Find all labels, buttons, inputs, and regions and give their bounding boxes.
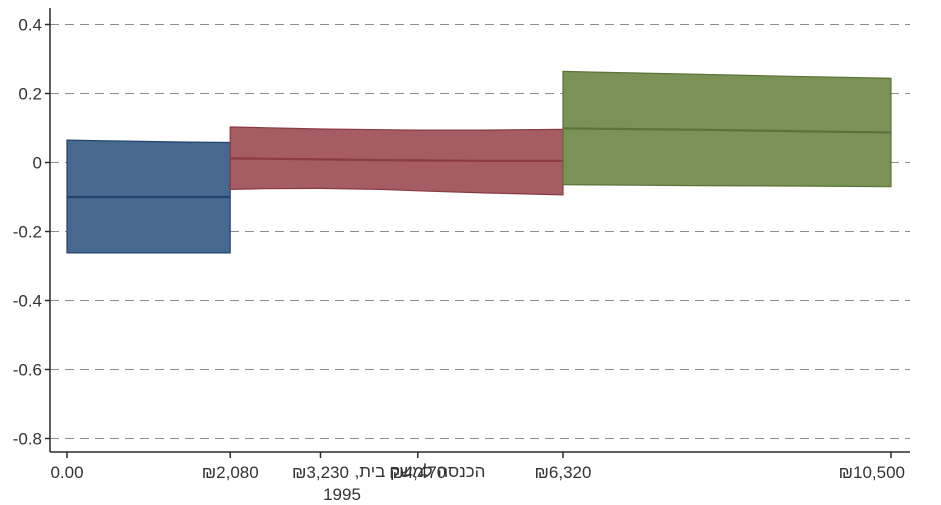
y-tick-label-2: 0 xyxy=(33,154,42,173)
y-tick-label-4: -0.4 xyxy=(13,292,42,311)
x-tick-label-0: 0.00 xyxy=(50,463,83,482)
y-tick-label-6: -0.8 xyxy=(13,430,42,449)
x-tick-label-2: ₪3,230 xyxy=(292,463,349,482)
x-axis-title-line1: הכנסה למשק בית, xyxy=(355,462,486,481)
y-axis-ticks: 0.4 0.2 0 -0.2 -0.4 -0.6 -0.8 xyxy=(13,16,50,449)
x-tick-label-3: ₪4,470 xyxy=(389,463,446,482)
y-tick-label-5: -0.6 xyxy=(13,361,42,380)
x-tick-label-1: ₪2,080 xyxy=(202,463,259,482)
estimate-line-2 xyxy=(562,127,892,134)
estimate-line-1 xyxy=(230,157,563,162)
plot-series xyxy=(66,70,892,254)
y-tick-label-3: -0.2 xyxy=(13,223,42,242)
x-tick-label-4: ₪6,320 xyxy=(534,463,591,482)
x-tick-label-5: ₪10,500 xyxy=(839,463,905,482)
confidence-band-2 xyxy=(562,70,892,188)
y-tick-label-1: 0.2 xyxy=(18,85,42,104)
x-axis-title-line2: 1995 xyxy=(323,485,361,504)
x-axis-ticks: 0.00 ₪2,080 ₪3,230 ₪4,470 ₪6,320 ₪10,500 xyxy=(50,452,905,482)
y-tick-label-0: 0.4 xyxy=(18,16,42,35)
